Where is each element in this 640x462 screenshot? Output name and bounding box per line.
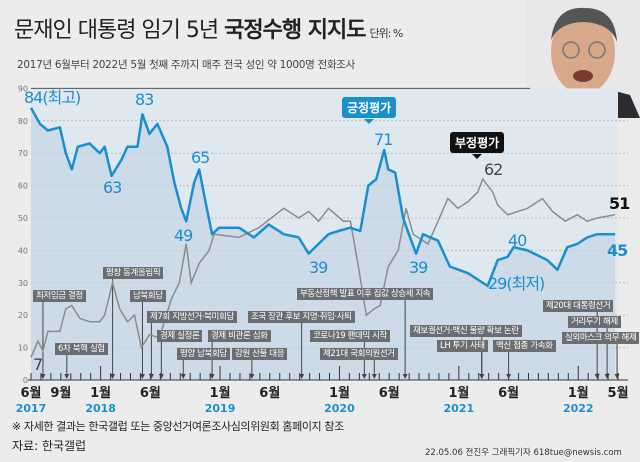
- y-tick-label: 90: [18, 84, 28, 93]
- x-year-label: 2019: [205, 402, 236, 415]
- y-tick-label: 30: [18, 279, 28, 288]
- x-tick-label: 9월: [50, 385, 71, 401]
- title-bold: 국정수행 지지도: [224, 18, 366, 43]
- x-tick-label: 6월: [379, 385, 400, 401]
- x-tick-label: 1월: [448, 385, 469, 401]
- label-pos-39b: 39: [409, 258, 428, 277]
- event-arrowhead: [614, 374, 620, 379]
- label-neg-first: 7: [33, 355, 43, 374]
- label-pos-min: 29(최저): [488, 274, 545, 293]
- y-tick-label: 60: [18, 182, 28, 191]
- event-label: 백신 접종 가속화: [493, 340, 556, 352]
- footnote: ※ 자세한 결과는 한국갤럽 또는 중앙선거여론조사심의위원회 홈페이지 참조: [12, 420, 344, 433]
- label-pos-65: 65: [191, 148, 210, 167]
- event-label: 경제 실정론: [157, 330, 203, 342]
- event-label: LH 투기 사태: [437, 340, 488, 352]
- credit-label: 22.05.06 전진우 그래픽기자 618tue@newsis.com: [425, 448, 622, 458]
- event-arrowhead: [371, 374, 377, 379]
- y-tick-label: 50: [18, 214, 28, 223]
- event-label: 경제 비관론 심화: [208, 330, 271, 342]
- event-arrowhead: [110, 374, 116, 379]
- x-year-label: 2018: [85, 402, 116, 415]
- label-pos-max: 84(최고): [24, 88, 81, 107]
- y-tick-label: 0: [23, 376, 28, 385]
- source-label: 자료: 한국갤럽: [12, 439, 87, 453]
- negative-series-line: [30, 177, 616, 358]
- event-label: 거리두기 해제: [568, 316, 621, 328]
- y-tick-label: 70: [18, 149, 28, 158]
- event-arrowhead: [299, 374, 305, 379]
- label-pos-39a: 39: [309, 258, 328, 277]
- x-tick-label: 1월: [90, 385, 111, 401]
- event-label: 평양 남북회담: [177, 348, 230, 360]
- event-label: 평창 동계올림픽: [103, 267, 164, 279]
- x-year-label: 2021: [444, 402, 475, 415]
- event-label: 제21대 국회의원선거: [320, 348, 398, 360]
- event-label: 제20대 대통령선거: [543, 300, 614, 312]
- event-label: 강원 산불 대응: [232, 348, 288, 360]
- unit-label: 단위: %: [369, 27, 403, 40]
- x-tick-label: 6월: [259, 385, 280, 401]
- title-light: 문재인 대통령 임기 5년: [14, 18, 219, 43]
- event-arrowhead: [64, 374, 70, 379]
- label-neg-last: 51: [609, 194, 630, 213]
- x-tick-label: 6월: [140, 385, 161, 401]
- label-pos-71: 71: [374, 130, 393, 149]
- event-arrowhead: [594, 374, 600, 379]
- event-arrowhead: [361, 374, 367, 379]
- event-arrowhead: [249, 374, 255, 379]
- event-arrowhead: [139, 374, 145, 379]
- label-pos-40: 40: [508, 231, 527, 250]
- y-tick-label: 20: [18, 311, 28, 320]
- label-pos-last: 45: [607, 241, 628, 260]
- event-arrowhead: [402, 374, 408, 379]
- label-neg-62: 62: [484, 160, 503, 179]
- label-pos-49: 49: [174, 226, 193, 245]
- chart-title: 문재인 대통령 임기 5년 국정수행 지지도 단위: %: [14, 12, 403, 44]
- x-tick-label: 5월: [608, 385, 629, 401]
- label-pos-63: 63: [103, 178, 122, 197]
- x-tick-label: 1월: [568, 385, 589, 401]
- label-pos-83: 83: [135, 90, 154, 109]
- event-arrowhead: [40, 374, 46, 379]
- event-arrowhead: [180, 374, 186, 379]
- legend-negative: 부정평가: [450, 132, 505, 159]
- event-arrowhead: [209, 374, 215, 379]
- y-tick-label: 80: [18, 117, 28, 126]
- x-tick-label: 1월: [329, 385, 350, 401]
- event-label: 재보궐선거·백신 물량 확보 논란: [410, 325, 522, 337]
- event-label: 실외마스크 의무 해제: [562, 332, 640, 344]
- event-label: 코로나19 팬데믹 시작: [310, 330, 390, 342]
- x-tick-label: 6월: [20, 385, 41, 401]
- x-year-label: 2020: [324, 402, 355, 415]
- event-arrowhead: [148, 374, 154, 379]
- x-year-label: 2022: [563, 402, 594, 415]
- event-label: 6차 북핵 실험: [55, 343, 108, 355]
- y-tick-label: 40: [18, 246, 28, 255]
- x-tick-label: 1월: [210, 385, 231, 401]
- event-arrowhead: [506, 374, 512, 379]
- event-arrowhead: [604, 374, 610, 379]
- positive-series-line: [29, 107, 616, 288]
- event-label: 최저임금 결정: [33, 290, 86, 302]
- event-label: 조국 장관 후보 지명·취임·사퇴: [248, 311, 355, 323]
- event-label: 제7회 지방선거·북미회담: [147, 311, 237, 323]
- x-tick-label: 6월: [498, 385, 519, 401]
- event-label: 부동산정책 발표 이후 집값 상승세 지속: [297, 288, 434, 300]
- legend-positive: 긍정평가: [342, 97, 397, 124]
- event-arrowhead: [158, 374, 164, 379]
- event-arrowhead: [479, 374, 485, 379]
- event-label: 남북회담: [130, 290, 166, 302]
- x-year-label: 2017: [16, 402, 47, 415]
- chart-subtitle: 2017년 6월부터 2022년 5월 첫째 주까지 매주 전국 성인 약 10…: [17, 59, 356, 71]
- y-tick-label: 10: [18, 344, 28, 353]
